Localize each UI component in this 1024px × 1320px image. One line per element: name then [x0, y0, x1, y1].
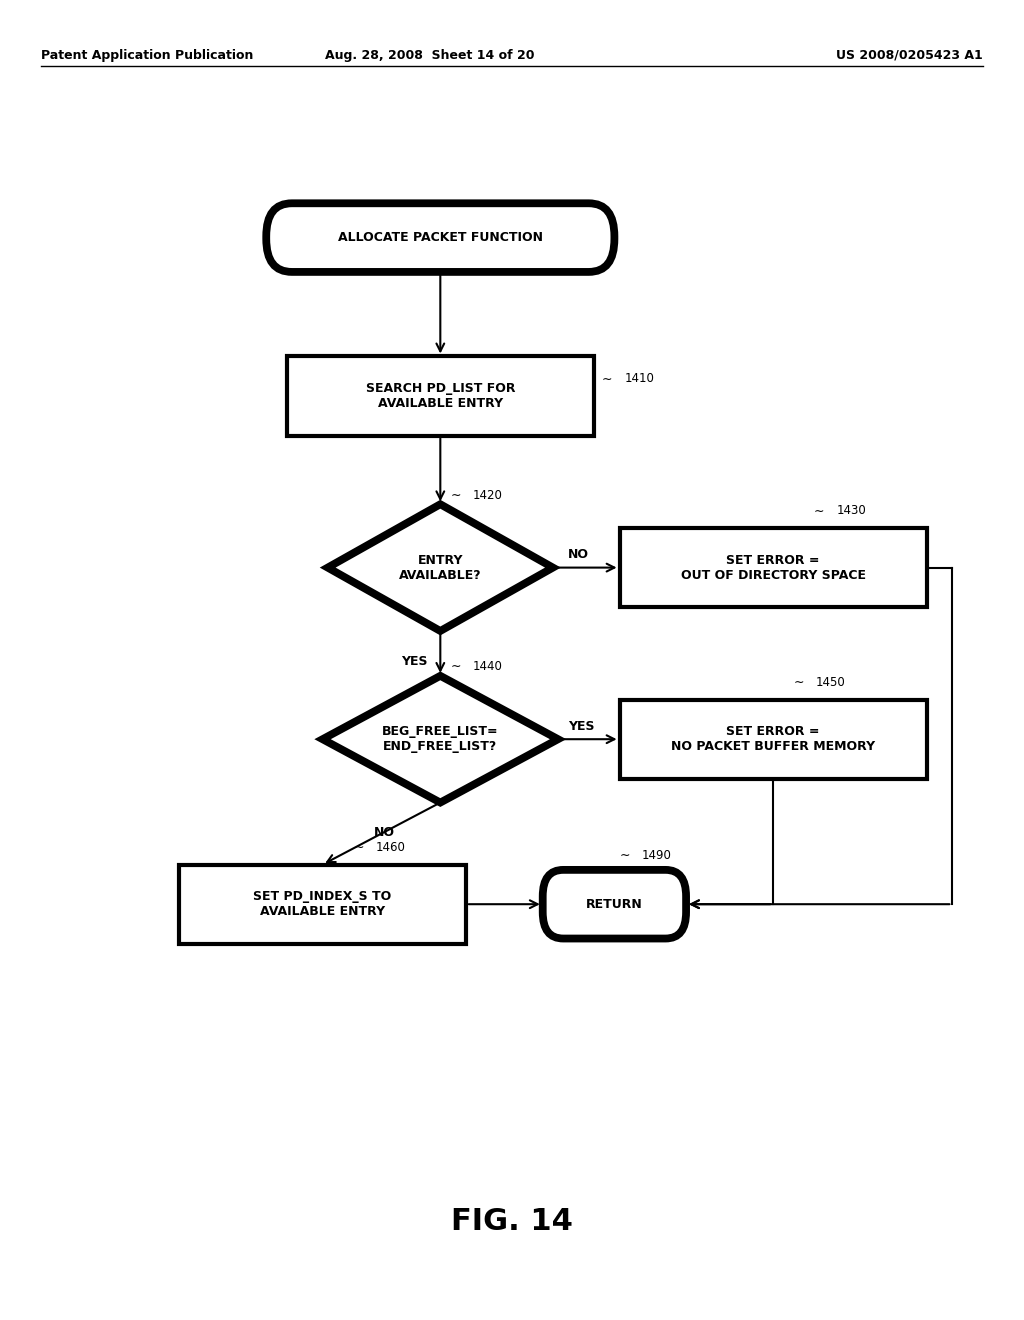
Text: ∼: ∼	[451, 660, 461, 673]
Text: ∼: ∼	[794, 676, 804, 689]
Polygon shape	[323, 676, 558, 803]
Polygon shape	[328, 504, 553, 631]
Text: BEG_FREE_LIST=
END_FREE_LIST?: BEG_FREE_LIST= END_FREE_LIST?	[382, 725, 499, 754]
Text: SET PD_INDEX_S TO
AVAILABLE ENTRY: SET PD_INDEX_S TO AVAILABLE ENTRY	[253, 890, 392, 919]
Text: FIG. 14: FIG. 14	[451, 1206, 573, 1236]
FancyBboxPatch shape	[179, 865, 466, 944]
Text: ENTRY
AVAILABLE?: ENTRY AVAILABLE?	[399, 553, 481, 582]
FancyBboxPatch shape	[543, 870, 686, 939]
Text: 1490: 1490	[642, 849, 672, 862]
Text: 1460: 1460	[376, 841, 406, 854]
FancyBboxPatch shape	[287, 356, 594, 436]
Text: 1430: 1430	[837, 504, 866, 517]
Text: RETURN: RETURN	[586, 898, 643, 911]
Text: ∼: ∼	[602, 372, 612, 385]
Text: ∼: ∼	[451, 488, 461, 502]
Text: YES: YES	[568, 719, 595, 733]
Text: NO: NO	[568, 548, 590, 561]
Text: SEARCH PD_LIST FOR
AVAILABLE ENTRY: SEARCH PD_LIST FOR AVAILABLE ENTRY	[366, 381, 515, 411]
Text: ∼: ∼	[814, 504, 824, 517]
Text: NO: NO	[374, 826, 394, 840]
Text: ∼: ∼	[353, 841, 364, 854]
Text: 1440: 1440	[473, 660, 503, 673]
FancyBboxPatch shape	[266, 203, 614, 272]
Text: Patent Application Publication: Patent Application Publication	[41, 49, 253, 62]
Text: 1420: 1420	[473, 488, 503, 502]
Text: US 2008/0205423 A1: US 2008/0205423 A1	[837, 49, 983, 62]
Text: SET ERROR =
NO PACKET BUFFER MEMORY: SET ERROR = NO PACKET BUFFER MEMORY	[671, 725, 876, 754]
FancyBboxPatch shape	[620, 528, 927, 607]
Text: YES: YES	[401, 655, 428, 668]
Text: 1410: 1410	[625, 372, 654, 385]
Text: SET ERROR =
OUT OF DIRECTORY SPACE: SET ERROR = OUT OF DIRECTORY SPACE	[681, 553, 865, 582]
Text: ∼: ∼	[620, 849, 630, 862]
FancyBboxPatch shape	[620, 700, 927, 779]
Text: Aug. 28, 2008  Sheet 14 of 20: Aug. 28, 2008 Sheet 14 of 20	[326, 49, 535, 62]
Text: 1450: 1450	[816, 676, 846, 689]
Text: ALLOCATE PACKET FUNCTION: ALLOCATE PACKET FUNCTION	[338, 231, 543, 244]
